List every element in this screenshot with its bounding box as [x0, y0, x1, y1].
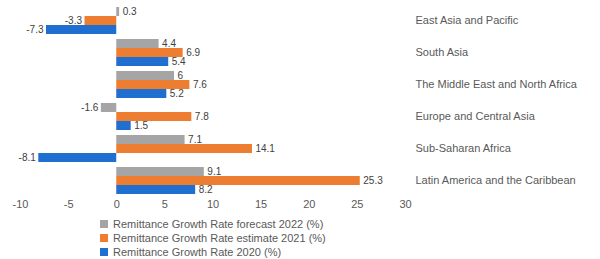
svg-text:-10: -10	[13, 198, 29, 210]
svg-text:25.3: 25.3	[363, 175, 383, 186]
svg-text:Sub-Saharan Africa: Sub-Saharan Africa	[416, 142, 512, 154]
svg-text:25: 25	[351, 198, 363, 210]
svg-text:15: 15	[255, 198, 267, 210]
svg-text:14.1: 14.1	[255, 143, 275, 154]
svg-text:-8.1: -8.1	[19, 152, 37, 163]
svg-text:0.3: 0.3	[123, 6, 137, 17]
svg-text:30: 30	[399, 198, 411, 210]
svg-text:6.9: 6.9	[186, 47, 200, 58]
svg-text:East Asia and Pacific: East Asia and Pacific	[416, 14, 519, 26]
svg-text:5: 5	[162, 198, 168, 210]
svg-text:7.8: 7.8	[195, 111, 209, 122]
svg-text:7.6: 7.6	[193, 79, 207, 90]
svg-text:-1.6: -1.6	[81, 102, 99, 113]
svg-text:10: 10	[207, 198, 219, 210]
svg-text:0: 0	[114, 198, 120, 210]
svg-text:Latin America and the Caribbea: Latin America and the Caribbean	[416, 174, 576, 186]
svg-text:7.1: 7.1	[188, 134, 202, 145]
svg-text:South Asia: South Asia	[416, 46, 469, 58]
svg-text:20: 20	[303, 198, 315, 210]
svg-text:The Middle East and North Afri: The Middle East and North Africa	[416, 78, 578, 90]
svg-text:-3.3: -3.3	[65, 15, 83, 26]
svg-text:5.4: 5.4	[172, 56, 186, 67]
svg-text:4.4: 4.4	[162, 38, 176, 49]
html-text:Remittance Growth Rate estimat: Remittance Growth Rate estimate 2021 (%)	[113, 232, 326, 244]
svg-text:1.5: 1.5	[134, 120, 148, 131]
svg-text:9.1: 9.1	[207, 166, 221, 177]
svg-text:5.2: 5.2	[170, 88, 184, 99]
svg-text:8.2: 8.2	[199, 184, 213, 195]
svg-text:Europe and Central Asia: Europe and Central Asia	[416, 110, 536, 122]
html-text:Remittance Growth Rate forecas: Remittance Growth Rate forecast 2022 (%)	[113, 218, 324, 230]
html-text:Remittance Growth Rate 2020 (%: Remittance Growth Rate 2020 (%)	[113, 246, 282, 258]
svg-text:6: 6	[178, 70, 184, 81]
svg-text:-7.3: -7.3	[26, 24, 44, 35]
svg-text:-5: -5	[64, 198, 74, 210]
